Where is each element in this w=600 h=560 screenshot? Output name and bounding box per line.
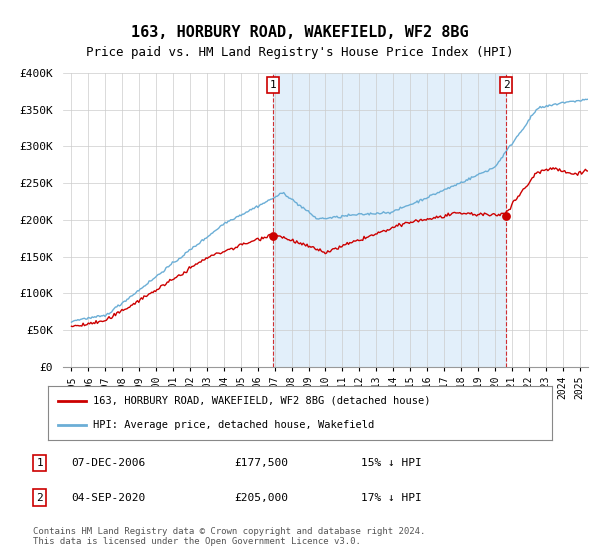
Text: Contains HM Land Registry data © Crown copyright and database right 2024.
This d: Contains HM Land Registry data © Crown c… <box>33 526 425 546</box>
Text: 04-SEP-2020: 04-SEP-2020 <box>71 493 146 502</box>
Text: 1: 1 <box>270 80 277 90</box>
Bar <box>274 73 506 367</box>
Point <box>502 212 511 221</box>
Text: 163, HORBURY ROAD, WAKEFIELD, WF2 8BG: 163, HORBURY ROAD, WAKEFIELD, WF2 8BG <box>131 25 469 40</box>
Text: £177,500: £177,500 <box>234 458 288 468</box>
Text: 1: 1 <box>37 458 43 468</box>
Point <box>269 232 278 241</box>
Text: 17% ↓ HPI: 17% ↓ HPI <box>361 493 422 502</box>
Text: 163, HORBURY ROAD, WAKEFIELD, WF2 8BG (detached house): 163, HORBURY ROAD, WAKEFIELD, WF2 8BG (d… <box>94 396 431 406</box>
Text: 2: 2 <box>503 80 509 90</box>
Text: HPI: Average price, detached house, Wakefield: HPI: Average price, detached house, Wake… <box>94 420 374 430</box>
Text: Price paid vs. HM Land Registry's House Price Index (HPI): Price paid vs. HM Land Registry's House … <box>86 46 514 59</box>
Text: 2: 2 <box>37 493 43 502</box>
Text: 07-DEC-2006: 07-DEC-2006 <box>71 458 146 468</box>
Text: 15% ↓ HPI: 15% ↓ HPI <box>361 458 422 468</box>
Text: £205,000: £205,000 <box>234 493 288 502</box>
